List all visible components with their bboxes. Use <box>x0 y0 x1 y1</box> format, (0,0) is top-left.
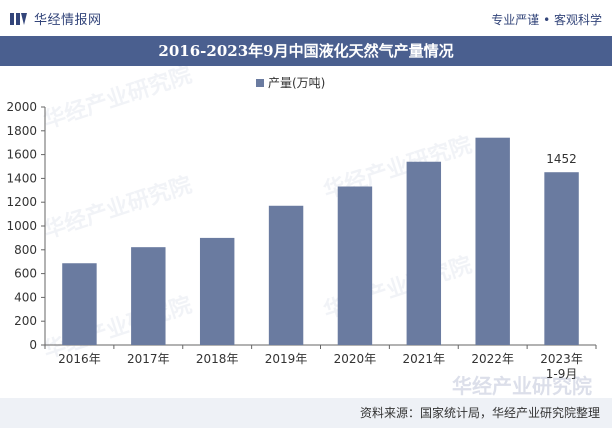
y-tick-label: 2000 <box>6 100 37 114</box>
y-tick-label: 400 <box>14 290 37 304</box>
legend-label: 产量(万吨) <box>268 76 325 90</box>
slogan: 专业严谨 • 客观科学 <box>491 13 602 27</box>
bar <box>406 161 442 345</box>
watermark-text: 华经产业研究院 <box>452 374 592 398</box>
title-bar: 2016-2023年9月中国液化天然气产量情况 <box>0 36 612 66</box>
legend-swatch <box>256 79 264 87</box>
source-note: 资料来源：国家统计局，华经产业研究院整理 <box>359 406 600 420</box>
y-tick-label: 200 <box>14 314 37 328</box>
x-tick-label: 2018年 <box>196 352 239 366</box>
x-tick-label: 2021年 <box>403 352 446 366</box>
y-tick-label: 0 <box>29 338 37 352</box>
bar <box>131 247 166 345</box>
logo-icon <box>10 12 27 25</box>
y-tick-label: 800 <box>14 243 37 257</box>
footer: 资料来源：国家统计局，华经产业研究院整理 <box>0 398 612 428</box>
x-tick-label: 2023年 1-9月 <box>540 352 583 381</box>
y-tick-label: 600 <box>14 267 37 281</box>
y-tick-label: 1200 <box>6 195 37 209</box>
bar <box>337 186 373 345</box>
chart-title: 2016-2023年9月中国液化天然气产量情况 <box>158 42 454 60</box>
brand-name: 华经情报网 <box>34 13 102 28</box>
x-tick-label: 2020年 <box>334 352 377 366</box>
y-tick-label: 1000 <box>6 219 37 233</box>
y-tick-label: 1600 <box>6 148 37 162</box>
x-tick-label: 2016年 <box>58 352 101 366</box>
data-label: 1452 <box>546 152 577 166</box>
y-tick-label: 1400 <box>6 171 37 185</box>
bar <box>544 172 579 345</box>
bar <box>475 137 510 345</box>
y-tick-label: 1800 <box>6 124 37 138</box>
x-tick-label: 2017年 <box>127 352 170 366</box>
top-bar: 华经情报网 专业严谨 • 客观科学 <box>0 0 612 36</box>
bar-chart: 产量(万吨) 0 200 400 600 800 1000 1200 1400 1600 1800 2… <box>6 76 597 381</box>
bar <box>268 205 304 345</box>
x-tick-label: 2022年 <box>471 352 514 366</box>
x-tick-label: 2019年 <box>265 352 308 366</box>
bar <box>199 237 235 345</box>
bar <box>62 263 97 345</box>
brand[interactable]: 华经情报网 <box>10 9 102 28</box>
